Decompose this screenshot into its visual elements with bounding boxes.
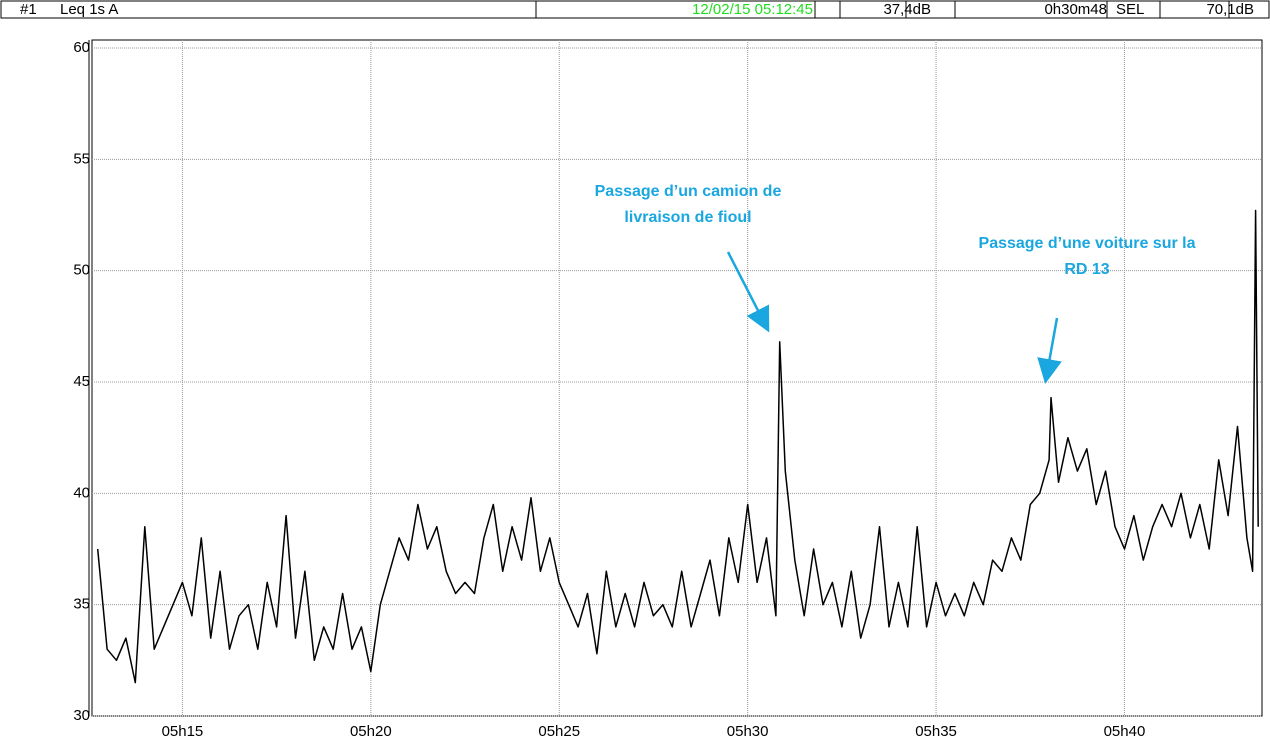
x-tick-label: 05h40: [1104, 723, 1146, 740]
y-tick-label: 55: [73, 150, 90, 167]
x-tick-label: 05h15: [162, 723, 204, 740]
measure: Leq 1s A: [60, 1, 118, 18]
datetime: 12/02/15 05:12:45: [692, 1, 813, 18]
annotation: Passage d’un camion de: [595, 183, 782, 200]
x-tick-label: 05h35: [915, 723, 957, 740]
y-tick-label: 30: [73, 707, 90, 724]
data-line: [96, 209, 1259, 684]
x-tick-label: 05h30: [727, 723, 769, 740]
duration: 0h30m48: [1044, 1, 1107, 18]
plot-area: [96, 209, 1259, 684]
y-tick-label: 50: [73, 262, 90, 279]
sel-value: 70,1dB: [1206, 1, 1254, 18]
duration-box: [954, 0, 1108, 19]
plot-frame: [91, 39, 1263, 717]
y-tick-label: 45: [73, 373, 90, 390]
arrow: [726, 251, 770, 333]
x-tick-label: 05h20: [350, 723, 392, 740]
annotation: livraison de fioul: [624, 209, 751, 226]
datetime-box: [535, 0, 816, 19]
level-box: [839, 0, 907, 19]
channel: #1: [20, 1, 37, 18]
y-tick-label: 40: [73, 484, 90, 501]
grid: [92, 40, 1262, 717]
sel-box: [1159, 0, 1230, 19]
arrow: [1037, 317, 1062, 384]
level: 37,4dB: [883, 1, 931, 18]
sel-label: SEL: [1116, 1, 1144, 18]
y-tick-label: 35: [73, 596, 90, 613]
annotation: Passage d’une voiture sur la: [979, 235, 1196, 252]
x-tick-label: 05h25: [538, 723, 580, 740]
annotation: RD 13: [1064, 261, 1109, 278]
y-tick-label: 60: [73, 39, 90, 56]
